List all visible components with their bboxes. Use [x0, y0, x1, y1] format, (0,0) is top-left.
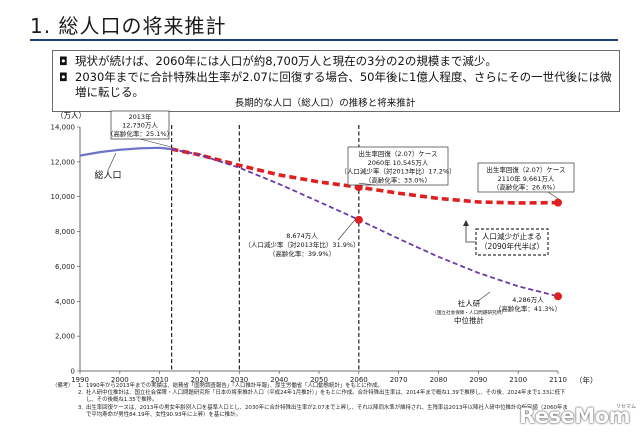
series-label: 社人研 — [458, 298, 481, 308]
y-tick-label: 12,000 — [51, 158, 76, 166]
x-tick-label: 2050 — [310, 376, 328, 384]
annotation-text: 2060年 10,545万人 — [368, 158, 429, 167]
logo-subtext: リセマム — [615, 404, 636, 410]
bullet-item: ◘ 現状が続けば、2060年には人口が約8,700万人と現在の3分の2の規模まで… — [59, 54, 613, 70]
annotation-text: 出生率回復（2.07）ケース — [358, 149, 437, 158]
arrow-head — [463, 220, 469, 226]
annotation-text: （高齢化率：33.0%） — [365, 175, 431, 184]
leader-line — [465, 222, 476, 243]
footnote-text: 1990年から2013年までの実績は、総務省「国勢調査報告」「人口推計年報」、厚… — [86, 383, 383, 389]
leader-line — [547, 191, 559, 199]
bullet-item: ◘ 2030年までに合計特殊出生率が2.07に回復する場合、50年後に1億人程度… — [59, 70, 613, 101]
annotation-text: 2013年 — [128, 112, 152, 121]
data-point — [554, 198, 562, 207]
y-tick-label: 6,000 — [55, 263, 75, 271]
leader-line — [477, 291, 491, 302]
footnote-num: 3. — [78, 404, 84, 411]
annotation-text: （2090年代半ば） — [480, 241, 544, 251]
x-tick-label: 2000 — [111, 376, 129, 384]
annotation-text: 2110年 9,661万人 — [498, 174, 555, 183]
annotation-text: （高齢化率：26.6%） — [493, 183, 559, 192]
x-tick-label: 2090 — [469, 376, 487, 384]
x-tick-label: 2030 — [230, 376, 248, 384]
y-tick-label: 14,000 — [51, 124, 76, 132]
data-point — [354, 215, 363, 224]
y-tick-label: 8,000 — [55, 228, 75, 236]
annotation-text: 人口減少が止まる — [482, 231, 542, 241]
y-axis-unit: （万人） — [56, 111, 86, 120]
bullet-icon: ◘ — [59, 70, 68, 84]
bullet-text: 2030年までに合計特殊出生率が2.07に回復する場合、50年後に1億人程度、さ… — [75, 69, 612, 100]
x-tick-label: 2060 — [350, 376, 368, 384]
annotation-text: 出生率回復（2.07）ケース — [486, 165, 565, 174]
logo-text: ResеMom — [519, 404, 630, 428]
footnote-row: （備考） 1. 1990年から2013年までの実績は、総務省「国勢調査報告」「人… — [52, 383, 572, 390]
y-tick-label: 0 — [71, 368, 75, 376]
annotation-text: （高齢化率：25.1%） — [107, 129, 173, 138]
annotation-box — [110, 110, 170, 140]
x-tick-label: 2070 — [390, 376, 408, 384]
x-axis-unit: （年） — [575, 375, 598, 385]
x-tick-label: 2010 — [151, 376, 169, 384]
annotation-text: 4,286万人 — [512, 296, 544, 304]
footnote-text: 出生率回復ケースは、2013年の男女年齢別人口を基準人口とし、2030年に合計特… — [86, 404, 568, 418]
leader-line — [139, 138, 172, 148]
series-label: 総人口 — [94, 169, 121, 181]
annotations: 2013年12,730万人（高齢化率：25.1%）出生率回復（2.07）ケース2… — [94, 110, 575, 325]
y-tick-label: 4,000 — [55, 298, 75, 306]
title-divider — [30, 39, 618, 41]
annotation-text: 8,674万人 — [286, 232, 318, 240]
annotation-text: （高齢化率：39.9%） — [269, 249, 335, 258]
y-tick-label: 2,000 — [55, 333, 75, 341]
chart-title: 長期的な人口（総人口）の推移と将来推計 — [235, 97, 416, 109]
bullet-icon: ◘ — [59, 55, 68, 68]
series-label: （国立社会保障・人口問題研究所） — [432, 309, 506, 316]
summary-box: ◘ 現状が続けば、2060年には人口が約8,700万人と現在の3分の2の規模まで… — [52, 50, 620, 112]
annotation-text: （人口減少率（対2013年比）31.9%） — [244, 240, 359, 249]
x-tick-label: 2040 — [270, 376, 288, 384]
footnote-num: 2. — [78, 390, 84, 397]
footnote-head: （備考） — [52, 383, 74, 389]
footnote-row: 2. 社人研中位推計は、国立社会保障・人口問題研究所「日本の将来推計人口（平成2… — [52, 390, 572, 404]
annotation-text: （人口減少率（対2013年比）17.2%） — [340, 167, 455, 176]
leader-line — [358, 182, 376, 186]
y-tick-label: 10,000 — [51, 193, 76, 201]
x-tick-label: 2080 — [430, 376, 448, 384]
slide-title: 1. 総人口の将来推計 — [30, 14, 227, 38]
x-tick-label: 1990 — [71, 376, 89, 384]
footnote-row: 3. 出生率回復ケースは、2013年の男女年齢別人口を基準人口とし、2030年に… — [52, 405, 572, 419]
annotation-text: （高齢化率：41.3%） — [495, 304, 561, 313]
leader-line — [107, 152, 117, 171]
footnotes: （備考） 1. 1990年から2013年までの実績は、総務省「国勢調査報告」「人… — [52, 383, 572, 419]
leader-line — [337, 218, 357, 241]
x-tick-label: 2100 — [509, 376, 527, 384]
footnote-text: 社人研中位推計は、国立社会保障・人口問題研究所「日本の将来推計人口（平成24年1… — [86, 390, 566, 404]
series-label: 中位推計 — [454, 315, 484, 325]
bullet-text: 現状が続けば、2060年には人口が約8,700万人と現在の3分の2の規模まで減少… — [75, 54, 497, 68]
annotation-box — [347, 146, 449, 186]
data-point — [554, 292, 562, 301]
brand-logo: ResеMom — [519, 402, 630, 428]
footnote-num: 1. — [78, 383, 84, 389]
annotation-text: 12,730万人 — [122, 122, 158, 130]
annotation-box — [477, 162, 575, 193]
series-line — [79, 146, 172, 157]
x-tick-label: 2110 — [549, 376, 567, 384]
x-tick-label: 2020 — [191, 376, 209, 384]
axes: 0 2,000 4,000 6,000 8,000 10,000 12,000 14,000 1… — [51, 124, 567, 385]
